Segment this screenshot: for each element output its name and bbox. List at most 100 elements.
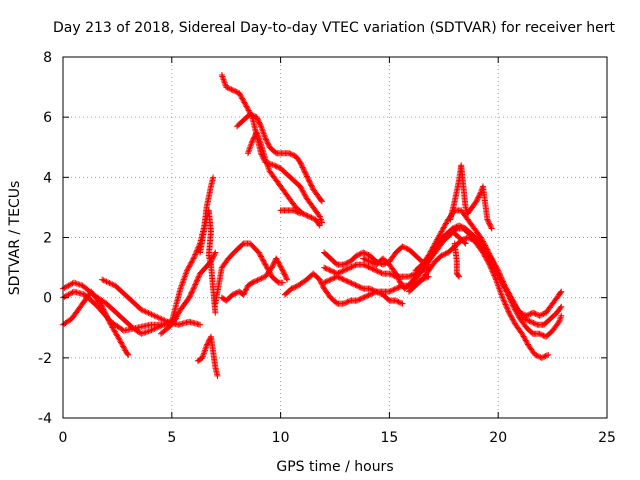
- data-point: [400, 244, 407, 251]
- data-point: [336, 269, 343, 276]
- data-point: [254, 116, 261, 123]
- data-point: [191, 252, 198, 259]
- data-point: [282, 272, 289, 279]
- data-point: [186, 293, 193, 300]
- data-point: [145, 328, 152, 335]
- data-point: [295, 209, 302, 216]
- data-point: [487, 222, 494, 229]
- data-point: [307, 181, 314, 188]
- data-point: [368, 259, 375, 266]
- data-point: [142, 308, 149, 315]
- data-point: [490, 259, 497, 266]
- data-point: [395, 298, 402, 305]
- data-point: [369, 286, 376, 293]
- data-point: [492, 262, 499, 269]
- data-point: [232, 290, 239, 297]
- data-point: [509, 316, 516, 323]
- data-point: [327, 267, 334, 274]
- data-point: [307, 179, 314, 186]
- data-point: [302, 169, 309, 176]
- data-point: [256, 120, 263, 127]
- data-point: [343, 277, 350, 284]
- data-point: [279, 266, 286, 273]
- data-point: [293, 208, 300, 215]
- data-point: [443, 219, 450, 226]
- data-point: [503, 285, 510, 292]
- data-point: [308, 183, 315, 190]
- data-point: [340, 300, 347, 307]
- data-point: [457, 223, 464, 230]
- data-point: [500, 279, 507, 286]
- data-point: [539, 331, 546, 338]
- data-point: [264, 265, 271, 272]
- data-point: [456, 222, 463, 229]
- data-point: [343, 299, 350, 306]
- data-point: [442, 220, 449, 227]
- data-point: [318, 197, 325, 204]
- data-point: [300, 190, 307, 197]
- data-point: [386, 288, 393, 295]
- data-point: [273, 163, 280, 170]
- data-point: [426, 251, 433, 258]
- data-point: [510, 317, 517, 324]
- data-point: [306, 178, 313, 185]
- data-point: [459, 236, 466, 243]
- data-point: [541, 353, 548, 360]
- data-point: [484, 216, 491, 223]
- y-tick-label: 4: [43, 170, 52, 186]
- data-point: [538, 354, 545, 361]
- data-point: [154, 314, 161, 321]
- data-point: [225, 85, 232, 92]
- data-point: [475, 193, 482, 200]
- data-point: [495, 267, 502, 274]
- data-point: [511, 319, 518, 326]
- data-point: [520, 333, 527, 340]
- data-point: [151, 312, 158, 319]
- data-point: [489, 256, 496, 263]
- data-point: [338, 275, 345, 282]
- data-point: [253, 114, 260, 121]
- data-point: [300, 165, 307, 172]
- data-point: [276, 260, 283, 267]
- data-point: [192, 250, 199, 257]
- data-point: [512, 302, 519, 309]
- data-point: [519, 332, 526, 339]
- data-point: [349, 263, 356, 270]
- data-point: [211, 250, 218, 257]
- data-point: [262, 261, 269, 268]
- data-point: [103, 278, 110, 285]
- data-point: [340, 276, 347, 283]
- data-point: [243, 285, 250, 292]
- data-point: [307, 214, 314, 221]
- data-point: [242, 287, 249, 294]
- data-point: [536, 312, 543, 319]
- data-point: [500, 296, 507, 303]
- data-point: [392, 285, 399, 292]
- data-point: [394, 298, 401, 305]
- data-point: [304, 212, 311, 219]
- data-point: [189, 286, 196, 293]
- data-point: [455, 272, 462, 279]
- data-point: [238, 94, 245, 101]
- data-point: [453, 223, 460, 230]
- data-point: [272, 162, 279, 169]
- data-point: [475, 194, 482, 201]
- data-point: [255, 118, 262, 125]
- data-point: [141, 308, 148, 315]
- data-point: [533, 321, 540, 328]
- data-point: [530, 309, 537, 316]
- data-point: [511, 301, 518, 308]
- data-point: [249, 138, 256, 145]
- data-point: [342, 277, 349, 284]
- data-point: [356, 251, 363, 258]
- data-point: [192, 281, 199, 288]
- series-track-13: [244, 129, 323, 229]
- data-point: [399, 300, 406, 307]
- data-points: [60, 72, 565, 379]
- data-point: [241, 290, 248, 297]
- data-point: [189, 256, 196, 263]
- data-point: [189, 258, 196, 265]
- data-point: [270, 260, 277, 267]
- data-point: [210, 253, 217, 260]
